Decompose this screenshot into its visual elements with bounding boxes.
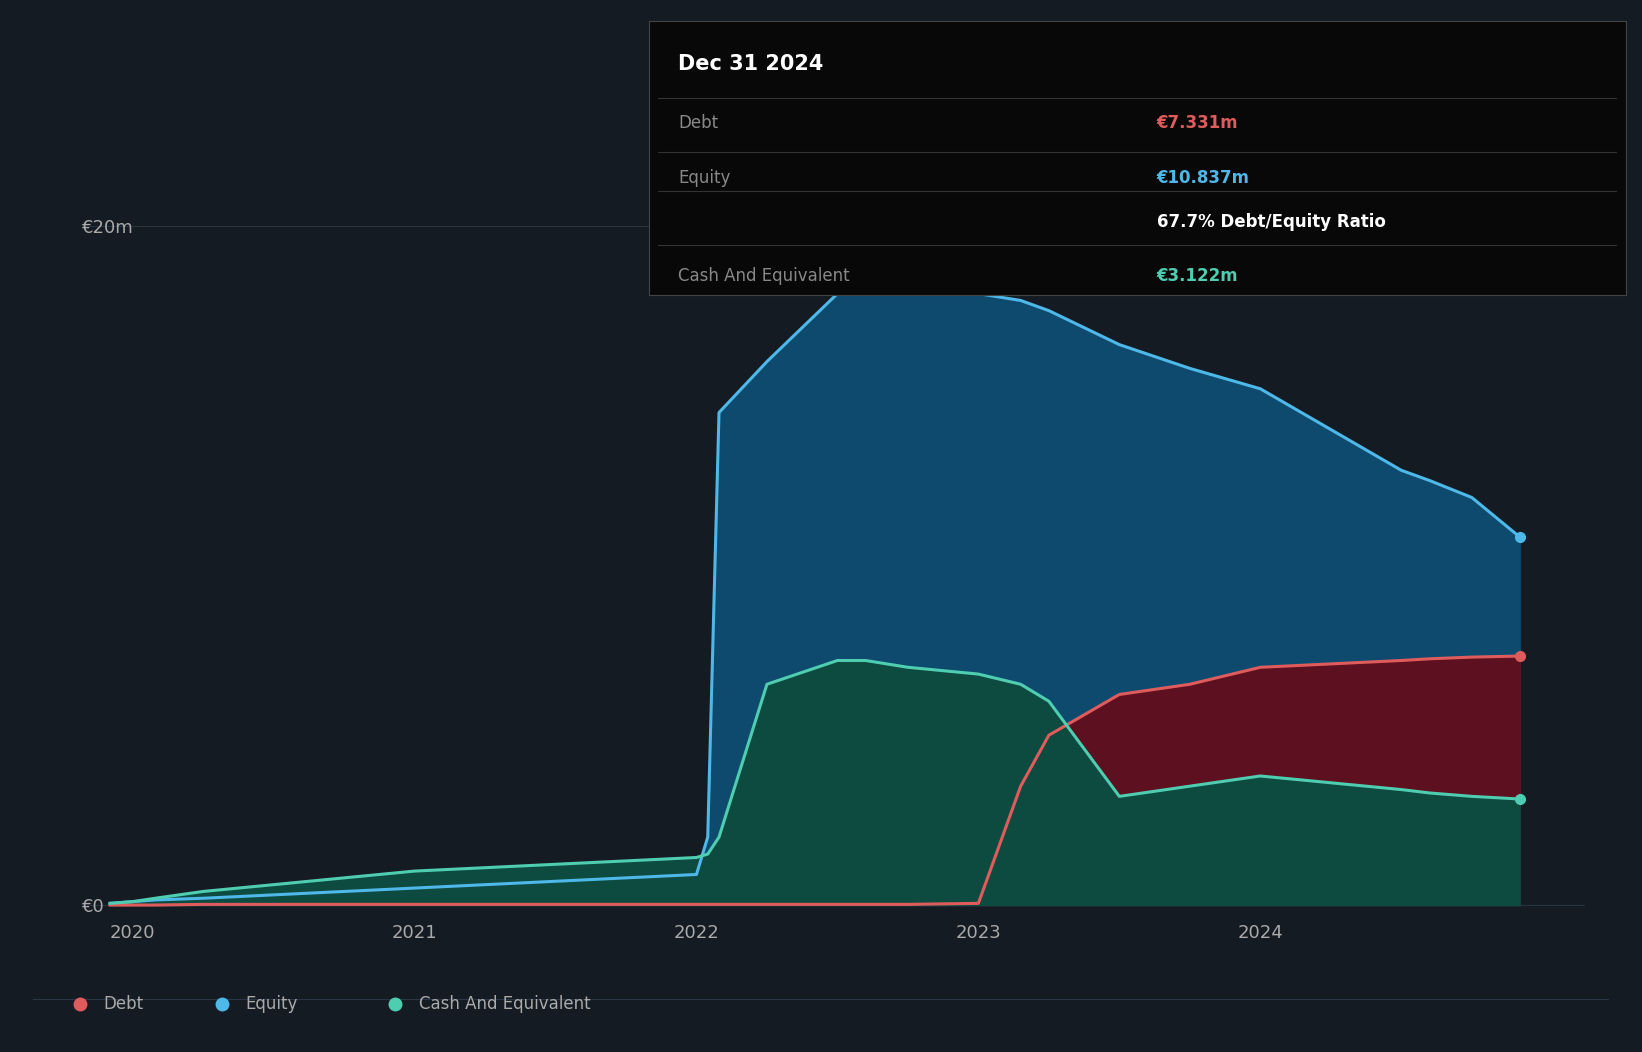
- Text: Cash And Equivalent: Cash And Equivalent: [678, 267, 849, 285]
- Text: Debt: Debt: [678, 114, 718, 133]
- Text: €3.122m: €3.122m: [1156, 267, 1238, 285]
- Text: Equity: Equity: [678, 168, 731, 187]
- Text: €7.331m: €7.331m: [1156, 114, 1238, 133]
- Text: Dec 31 2024: Dec 31 2024: [678, 54, 823, 74]
- Text: 67.7% Debt/Equity Ratio: 67.7% Debt/Equity Ratio: [1156, 213, 1386, 230]
- Text: Cash And Equivalent: Cash And Equivalent: [419, 994, 591, 1013]
- Text: Debt: Debt: [103, 994, 144, 1013]
- Text: €10.837m: €10.837m: [1156, 168, 1250, 187]
- Text: Equity: Equity: [246, 994, 297, 1013]
